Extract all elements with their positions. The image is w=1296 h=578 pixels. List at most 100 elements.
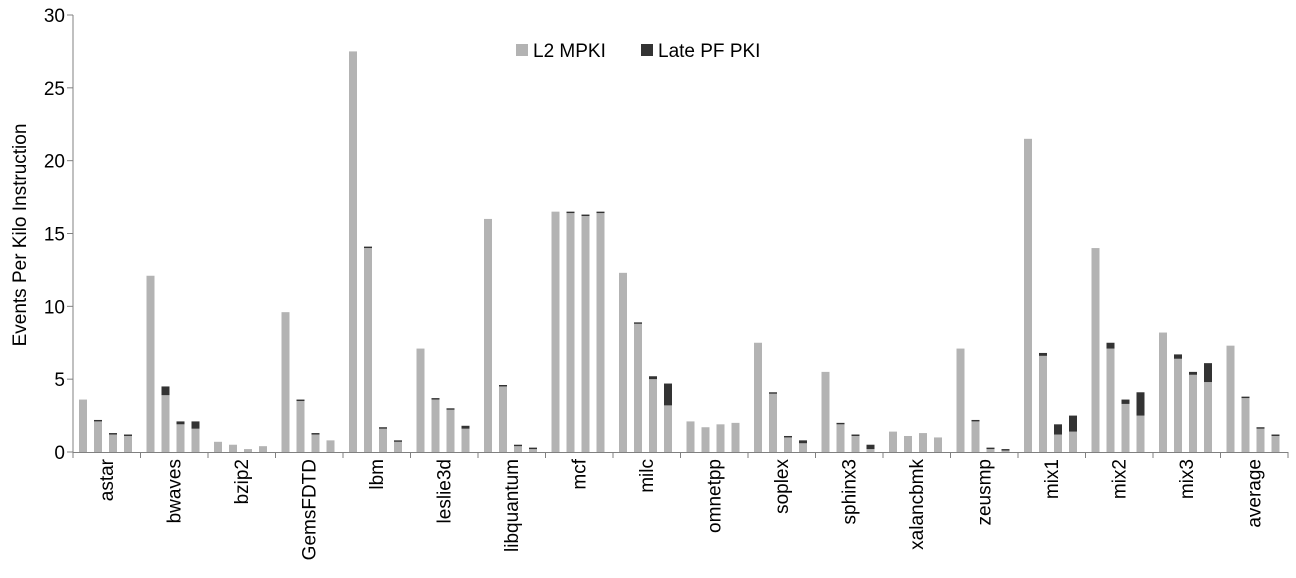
y-tick-labels: 0 5 10 15 20 25 30 <box>44 6 65 464</box>
bar-average-4-late-pf-pki <box>1271 434 1280 436</box>
bar-milc-2-l2-mpki <box>634 323 642 452</box>
bar-average-2-l2-mpki <box>1241 398 1250 452</box>
bar-mix1-2-l2-mpki <box>1039 355 1047 452</box>
bar-mcf-4-late-pf-pki <box>596 211 605 214</box>
category-label-soplex: soplex <box>772 459 793 514</box>
y-tick-label: 10 <box>44 297 65 318</box>
y-tick-label: 0 <box>54 443 65 464</box>
bar-libquantum-3-late-pf-pki <box>514 444 522 447</box>
bar-mix2-4-late-pf-pki <box>1136 392 1145 416</box>
bar-xalancbmk-1-l2-mpki <box>889 431 897 452</box>
bar-sphinx3-4-late-pf-pki <box>866 444 875 450</box>
bar-astar-2-l2-mpki <box>94 421 102 452</box>
category-label-omnetpp: omnetpp <box>704 459 725 533</box>
bar-bzip2-3-l2-mpki <box>244 449 252 452</box>
y-tick-label: 15 <box>44 225 65 246</box>
bar-libquantum-2-l2-mpki <box>499 386 507 452</box>
bar-soplex-4-l2-mpki <box>799 443 807 452</box>
bar-soplex-2-late-pf-pki <box>769 392 777 394</box>
category-label-milc: milc <box>637 459 658 493</box>
category-label-leslie3d: leslie3d <box>434 459 455 523</box>
category-label-mcf: mcf <box>569 458 590 489</box>
category-label-mix3: mix3 <box>1177 459 1198 499</box>
bar-milc-3-late-pf-pki <box>649 376 657 380</box>
bar-bwaves-3-late-pf-pki <box>176 421 185 425</box>
bar-libquantum-3-l2-mpki <box>514 446 522 452</box>
bar-gemsfdtd-3-late-pf-pki <box>311 433 320 435</box>
bar-gemsfdtd-4-l2-mpki <box>326 440 335 452</box>
bar-lbm-4-l2-mpki <box>394 441 402 452</box>
bar-mix2-1-l2-mpki <box>1091 248 1100 452</box>
bar-sphinx3-3-l2-mpki <box>851 435 860 452</box>
bar-astar-4-l2-mpki <box>124 435 132 452</box>
bar-zeusmp-4-l2-mpki <box>1001 450 1010 452</box>
bar-leslie3d-2-l2-mpki <box>431 399 440 452</box>
bar-lbm-2-late-pf-pki <box>364 246 372 249</box>
bar-bwaves-3-l2-mpki <box>176 424 185 452</box>
bar-mix2-3-late-pf-pki <box>1121 399 1130 404</box>
bar-libquantum-4-l2-mpki <box>529 449 537 452</box>
bar-mix1-1-l2-mpki <box>1024 138 1032 453</box>
bar-leslie3d-4-l2-mpki <box>461 428 470 452</box>
legend: L2 MPKI Late PF PKI <box>516 41 760 62</box>
bar-bzip2-1-l2-mpki <box>214 441 222 452</box>
bar-mcf-3-late-pf-pki <box>581 214 590 217</box>
y-tick-label: 5 <box>54 370 65 391</box>
bar-bwaves-1-l2-mpki <box>146 275 155 452</box>
bar-milc-3-l2-mpki <box>649 379 657 452</box>
category-label-bwaves: bwaves <box>164 459 185 523</box>
bar-mix1-4-l2-mpki <box>1069 431 1077 452</box>
bar-omnetpp-2-l2-mpki <box>701 427 710 452</box>
category-label-average: average <box>1244 459 1265 528</box>
bar-lbm-2-l2-mpki <box>364 248 372 452</box>
legend-label-late-pf-pki: Late PF PKI <box>658 41 760 62</box>
bar-leslie3d-3-late-pf-pki <box>446 408 455 410</box>
bar-bwaves-4-late-pf-pki <box>191 421 200 429</box>
bar-mcf-4-l2-mpki <box>596 213 605 452</box>
category-label-sphinx3: sphinx3 <box>839 459 860 525</box>
category-label-xalancbmk: xalancbmk <box>907 459 928 550</box>
bar-libquantum-2-late-pf-pki <box>499 384 507 387</box>
bar-gemsfdtd-3-l2-mpki <box>311 434 320 452</box>
y-axis-title: Events Per Kilo Instruction <box>10 124 31 347</box>
bar-xalancbmk-4-l2-mpki <box>934 437 942 452</box>
bar-xalancbmk-3-l2-mpki <box>919 433 927 452</box>
bar-average-4-l2-mpki <box>1271 435 1280 452</box>
bar-average-1-l2-mpki <box>1226 345 1235 452</box>
legend-label-l2-mpki: L2 MPKI <box>533 41 606 62</box>
category-label-bzip2: bzip2 <box>232 459 253 504</box>
bar-mix1-3-l2-mpki <box>1054 434 1062 452</box>
bar-mcf-1-l2-mpki <box>551 211 560 452</box>
category-label-lbm: lbm <box>367 459 388 490</box>
bar-zeusmp-4-late-pf-pki <box>1001 449 1010 451</box>
bar-mix3-3-l2-mpki <box>1189 374 1197 452</box>
bar-omnetpp-3-l2-mpki <box>716 424 725 452</box>
axes-layer <box>67 14 1289 458</box>
bar-bwaves-4-l2-mpki <box>191 428 200 452</box>
legend-swatch-late-pf-pki <box>641 44 653 56</box>
bar-zeusmp-1-l2-mpki <box>956 348 965 452</box>
bar-average-3-late-pf-pki <box>1256 427 1265 429</box>
bar-leslie3d-2-late-pf-pki <box>431 398 440 400</box>
bar-average-2-late-pf-pki <box>1241 396 1250 399</box>
bar-mix2-2-late-pf-pki <box>1106 342 1115 349</box>
bar-average-3-l2-mpki <box>1256 428 1265 452</box>
bar-mix2-4-l2-mpki <box>1136 415 1145 452</box>
bar-soplex-2-l2-mpki <box>769 393 777 452</box>
bar-soplex-3-l2-mpki <box>784 437 792 452</box>
bar-mix3-2-late-pf-pki <box>1174 354 1182 359</box>
bar-milc-4-late-pf-pki <box>664 383 672 406</box>
bar-leslie3d-4-late-pf-pki <box>461 425 470 429</box>
bar-zeusmp-2-late-pf-pki <box>971 419 980 422</box>
category-label-gemsfdtd: GemsFDTD <box>299 459 320 560</box>
bar-gemsfdtd-2-l2-mpki <box>296 401 305 452</box>
category-label-libquantum: libquantum <box>502 459 523 552</box>
bar-astar-3-l2-mpki <box>109 434 117 452</box>
category-label-mix2: mix2 <box>1109 459 1130 499</box>
bar-mcf-3-l2-mpki <box>581 216 590 452</box>
category-label-mix1: mix1 <box>1042 459 1063 499</box>
bar-astar-4-late-pf-pki <box>124 434 132 436</box>
bar-soplex-4-late-pf-pki <box>799 440 807 444</box>
bar-gemsfdtd-1-l2-mpki <box>281 312 290 452</box>
